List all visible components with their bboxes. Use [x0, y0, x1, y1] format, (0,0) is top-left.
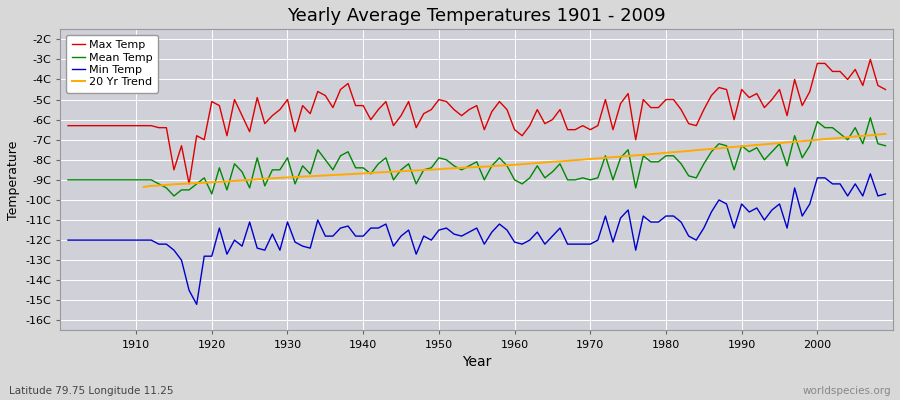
20 Yr Trend	[139, 184, 149, 189]
Max Temp	[880, 87, 891, 92]
Max Temp	[865, 57, 876, 62]
Max Temp	[184, 182, 194, 186]
Min Temp	[517, 242, 527, 246]
Mean Temp	[168, 194, 179, 198]
Max Temp	[343, 81, 354, 86]
Mean Temp	[123, 178, 134, 182]
Line: Mean Temp: Mean Temp	[68, 118, 886, 196]
Min Temp	[880, 192, 891, 196]
20 Yr Trend	[532, 161, 543, 166]
20 Yr Trend	[365, 170, 376, 175]
20 Yr Trend	[721, 145, 732, 150]
Min Temp	[192, 302, 202, 307]
Max Temp	[517, 133, 527, 138]
Mean Temp	[343, 149, 354, 154]
Mean Temp	[880, 143, 891, 148]
Max Temp	[123, 123, 134, 128]
20 Yr Trend	[335, 172, 346, 177]
Min Temp	[865, 172, 876, 176]
Text: worldspecies.org: worldspecies.org	[803, 386, 891, 396]
20 Yr Trend	[880, 132, 891, 136]
Min Temp	[297, 244, 308, 248]
Mean Temp	[865, 115, 876, 120]
Max Temp	[509, 127, 520, 132]
20 Yr Trend	[509, 162, 520, 167]
Mean Temp	[608, 178, 618, 182]
Line: Min Temp: Min Temp	[68, 174, 886, 304]
Min Temp	[123, 238, 134, 242]
X-axis label: Year: Year	[462, 355, 491, 369]
Title: Yearly Average Temperatures 1901 - 2009: Yearly Average Temperatures 1901 - 2009	[287, 7, 666, 25]
Mean Temp	[509, 178, 520, 182]
Max Temp	[297, 103, 308, 108]
Mean Temp	[63, 178, 74, 182]
Min Temp	[509, 240, 520, 244]
Legend: Max Temp, Mean Temp, Min Temp, 20 Yr Trend: Max Temp, Mean Temp, Min Temp, 20 Yr Tre…	[66, 35, 158, 93]
Text: Latitude 79.75 Longitude 11.25: Latitude 79.75 Longitude 11.25	[9, 386, 174, 396]
Mean Temp	[297, 164, 308, 168]
Max Temp	[63, 123, 74, 128]
Line: Max Temp: Max Temp	[68, 59, 886, 184]
Max Temp	[608, 127, 618, 132]
Min Temp	[608, 240, 618, 244]
Min Temp	[63, 238, 74, 242]
Line: 20 Yr Trend: 20 Yr Trend	[144, 134, 886, 187]
Y-axis label: Temperature: Temperature	[7, 140, 20, 220]
Min Temp	[343, 224, 354, 228]
20 Yr Trend	[312, 174, 323, 178]
Mean Temp	[517, 182, 527, 186]
